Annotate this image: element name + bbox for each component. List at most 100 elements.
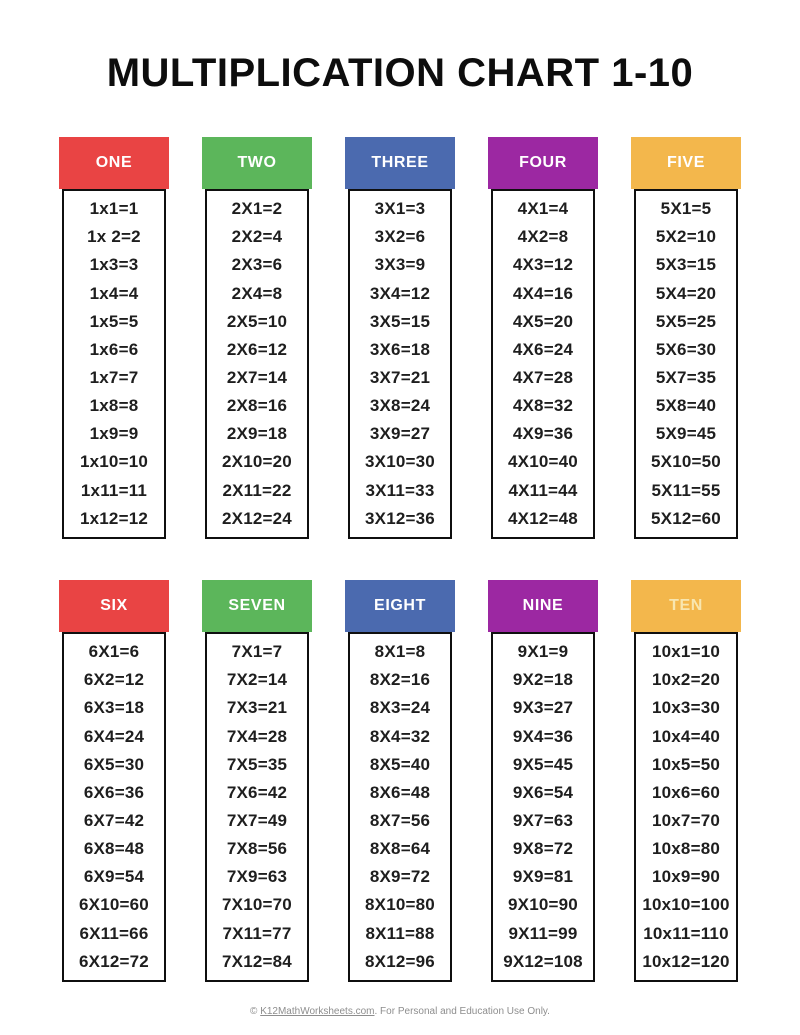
fact-row: 5X8=40 [655, 396, 717, 416]
fact-row: 9X4=36 [512, 726, 574, 746]
column-header-label: SIX [100, 597, 128, 614]
column-header-label: THREE [371, 154, 429, 171]
column-header-label: EIGHT [374, 597, 426, 614]
fact-row: 6X3=18 [83, 698, 145, 718]
fact-row: 1x10=10 [79, 452, 149, 472]
fact-row: 1x5=5 [89, 311, 139, 331]
copyright-suffix: . For Personal and Education Use Only. [374, 1006, 550, 1017]
fact-row: 4X10=40 [508, 452, 578, 472]
times-table-column-ten: TEN 10x1=10 10x2=20 10x3=30 10x4=40 10x5=50 1… [631, 580, 741, 982]
fact-row: 2X4=8 [231, 283, 283, 303]
fact-row: 6X5=30 [83, 754, 145, 774]
column-facts: 6X1=6 6X2=12 6X3=18 6X4=24 6X5=30 6X6=36 6X7=4… [62, 632, 166, 982]
fact-row: 7X10=70 [222, 895, 292, 915]
fact-row: 8X9=72 [369, 867, 431, 887]
fact-row: 5X7=35 [655, 368, 717, 388]
fact-row: 3X10=30 [365, 452, 435, 472]
fact-row: 5X6=30 [655, 339, 717, 359]
fact-row: 1x12=12 [79, 508, 149, 528]
times-table-column-nine: NINE 9X1=9 9X2=18 9X3=27 9X4=36 9X5=45 9X6=54… [488, 580, 598, 982]
fact-row: 9X9=81 [512, 867, 574, 887]
fact-row: 8X6=48 [369, 782, 431, 802]
column-facts: 8X1=8 8X2=16 8X3=24 8X4=32 8X5=40 8X6=48 8X7=5… [348, 632, 452, 982]
fact-row: 10x12=120 [642, 951, 730, 971]
times-table-column-five: FIVE 5X1=5 5X2=10 5X3=15 5X4=20 5X5=25 5X6=30… [631, 137, 741, 539]
column-header-label: FOUR [519, 154, 567, 171]
fact-row: 6X4=24 [83, 726, 145, 746]
column-header: THREE [345, 137, 455, 189]
fact-row: 10x5=50 [651, 754, 721, 774]
fact-row: 6X9=54 [83, 867, 145, 887]
fact-row: 9X3=27 [512, 698, 574, 718]
fact-row: 9X8=72 [512, 839, 574, 859]
column-facts: 4X1=4 4X2=8 4X3=12 4X4=16 4X5=20 4X6=24 4X7=28… [491, 189, 595, 539]
fact-row: 7X12=84 [222, 951, 292, 971]
fact-row: 1x4=4 [89, 283, 139, 303]
fact-row: 10x10=100 [642, 895, 730, 915]
copyright-prefix: © [250, 1006, 261, 1017]
fact-row: 10x11=110 [643, 923, 729, 943]
fact-row: 3X12=36 [365, 508, 435, 528]
fact-row: 9X1=9 [517, 642, 569, 662]
column-header: TWO [202, 137, 312, 189]
fact-row: 4X5=20 [512, 311, 574, 331]
fact-row: 4X7=28 [512, 368, 574, 388]
fact-row: 7X1=7 [231, 642, 283, 662]
fact-row: 7X5=35 [226, 754, 288, 774]
fact-row: 7X4=28 [226, 726, 288, 746]
fact-row: 3X2=6 [374, 227, 426, 247]
fact-row: 8X12=96 [365, 951, 435, 971]
fact-row: 8X8=64 [369, 839, 431, 859]
fact-row: 8X2=16 [369, 670, 431, 690]
fact-row: 8X11=88 [365, 923, 435, 943]
fact-row: 10x4=40 [651, 726, 721, 746]
fact-row: 1x11=11 [80, 480, 148, 500]
column-header: ONE [59, 137, 169, 189]
column-header: SIX [59, 580, 169, 632]
fact-row: 3X1=3 [374, 199, 426, 219]
fact-row: 3X5=15 [369, 311, 431, 331]
fact-row: 10x2=20 [651, 670, 721, 690]
fact-row: 4X1=4 [517, 199, 569, 219]
fact-row: 3X11=33 [365, 480, 435, 500]
fact-row: 10x6=60 [651, 782, 721, 802]
fact-row: 9X7=63 [512, 811, 574, 831]
fact-row: 7X9=63 [226, 867, 288, 887]
fact-row: 10x1=10 [651, 642, 721, 662]
fact-row: 4X6=24 [512, 339, 574, 359]
fact-row: 4X4=16 [512, 283, 574, 303]
column-facts: 9X1=9 9X2=18 9X3=27 9X4=36 9X5=45 9X6=54 9X7=6… [491, 632, 595, 982]
fact-row: 5X10=50 [651, 452, 721, 472]
fact-row: 6X2=12 [83, 670, 145, 690]
fact-row: 8X1=8 [374, 642, 426, 662]
fact-row: 6X11=66 [79, 923, 149, 943]
fact-row: 8X5=40 [369, 754, 431, 774]
fact-row: 6X7=42 [83, 811, 145, 831]
column-header: EIGHT [345, 580, 455, 632]
fact-row: 10x9=90 [651, 867, 721, 887]
column-header-label: FIVE [667, 154, 705, 171]
column-facts: 10x1=10 10x2=20 10x3=30 10x4=40 10x5=50 10x6=… [634, 632, 738, 982]
grid-row-2: SIX 6X1=6 6X2=12 6X3=18 6X4=24 6X5=30 6X6=36 6… [59, 580, 741, 982]
times-table-column-eight: EIGHT 8X1=8 8X2=16 8X3=24 8X4=32 8X5=40 8X6=4… [345, 580, 455, 982]
times-table-column-two: TWO 2X1=2 2X2=4 2X3=6 2X4=8 2X5=10 2X6=12 2X7=… [202, 137, 312, 539]
fact-row: 7X7=49 [226, 811, 288, 831]
fact-row: 4X8=32 [512, 396, 574, 416]
fact-row: 9X11=99 [508, 923, 578, 943]
fact-row: 9X5=45 [512, 754, 574, 774]
fact-row: 3X8=24 [369, 396, 431, 416]
fact-row: 4X9=36 [512, 424, 574, 444]
column-header: FOUR [488, 137, 598, 189]
fact-row: 1x1=1 [89, 199, 139, 219]
fact-row: 7X8=56 [226, 839, 288, 859]
column-header-label: TWO [237, 154, 277, 171]
fact-row: 5X1=5 [660, 199, 712, 219]
fact-row: 8X4=32 [369, 726, 431, 746]
worksheet-site-link[interactable]: K12MathWorksheets.com [260, 1006, 375, 1017]
fact-row: 5X12=60 [651, 508, 721, 528]
fact-row: 2X7=14 [226, 368, 288, 388]
times-table-column-three: THREE 3X1=3 3X2=6 3X3=9 3X4=12 3X5=15 3X6=18 3… [345, 137, 455, 539]
fact-row: 7X3=21 [226, 698, 288, 718]
fact-row: 7X6=42 [226, 782, 288, 802]
